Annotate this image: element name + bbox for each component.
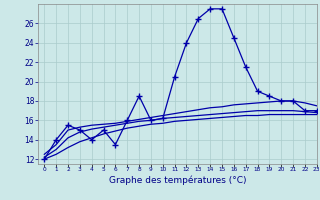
- X-axis label: Graphe des températures (°C): Graphe des températures (°C): [109, 175, 246, 185]
